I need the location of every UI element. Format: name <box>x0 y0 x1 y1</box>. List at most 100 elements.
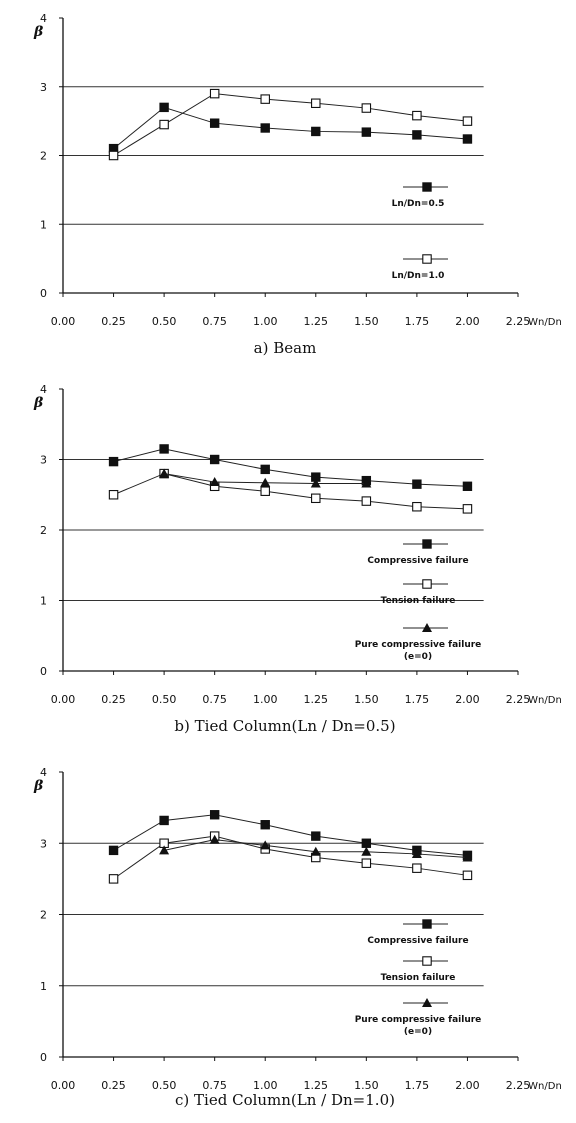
panel-caption: b) Tied Column(Ln / Dn=0.5) <box>174 717 395 735</box>
x-tick-label: 0.50 <box>152 693 177 706</box>
data-point <box>311 493 321 504</box>
y-tick-label: 1 <box>40 218 47 231</box>
y-tick-label: 4 <box>40 12 47 25</box>
series-line <box>113 448 468 487</box>
x-tick-label: 0.50 <box>152 315 177 328</box>
legend-label: Ln/Dn=1.0 <box>392 271 445 281</box>
data-point <box>361 858 372 868</box>
chart-panel-2: 0 1 2 3 4 0.00 0.25 0.50 0.75 1.00 1.25 1.50 1.75 2.0… <box>33 383 562 735</box>
legend-label: Tension failure <box>381 596 456 606</box>
x-tick-label: 1.00 <box>253 315 278 328</box>
x-tick-label: 0.25 <box>101 693 126 706</box>
data-point <box>462 116 473 126</box>
y-axis-label: β <box>33 24 44 40</box>
legend-entry-1: Compressive failure <box>367 919 469 946</box>
legend-entry-2: Tension failure <box>381 956 455 983</box>
x-tick-label: 1.25 <box>304 1079 329 1092</box>
panel-caption: c) Tied Column(Ln / Dn=1.0) <box>175 1091 395 1109</box>
data-point <box>260 464 270 475</box>
x-tick-label: 2.00 <box>455 1079 480 1092</box>
data-point <box>310 846 321 856</box>
data-point <box>412 110 422 121</box>
chart-panel-3: 0 1 2 3 4 0.00 0.25 0.50 0.75 1.00 1.25 1.50 1.75 2.0… <box>33 766 562 1109</box>
x-tick-label: 0.75 <box>202 315 227 328</box>
data-point <box>412 863 422 873</box>
y-tick-label: 0 <box>40 287 47 300</box>
data-point <box>260 486 270 496</box>
data-point <box>411 848 422 858</box>
data-point <box>361 838 372 848</box>
data-point <box>108 874 119 884</box>
x-tick-label: 0.25 <box>101 315 126 328</box>
y-tick-label: 3 <box>40 81 47 94</box>
x-axis-label: Wn/Dn <box>528 317 562 328</box>
series-line <box>113 814 468 856</box>
x-tick-label: 2.25 <box>506 1079 531 1092</box>
legend-label: Compressive failure <box>367 936 468 946</box>
data-point <box>260 840 271 850</box>
x-tick-label: 2.25 <box>506 315 531 328</box>
data-point <box>209 454 220 465</box>
data-point <box>422 623 432 632</box>
legend-label: Compressive failure <box>367 556 468 566</box>
data-point <box>422 182 432 192</box>
x-tick-label: 2.25 <box>506 693 531 706</box>
legend-entry-3: Pure compressive failure (e=0) <box>355 998 482 1037</box>
x-tick-label: 1.75 <box>405 315 430 328</box>
data-point <box>361 846 372 856</box>
data-point <box>462 852 473 862</box>
x-tick-label: 1.25 <box>304 693 329 706</box>
data-point <box>209 477 220 487</box>
x-tick-label: 2.00 <box>455 693 480 706</box>
data-point <box>108 150 119 161</box>
y-tick-label: 3 <box>40 837 47 850</box>
y-tick-label: 0 <box>40 1051 47 1064</box>
data-point <box>412 130 422 140</box>
data-point <box>422 919 432 929</box>
y-tick-label: 4 <box>40 383 47 396</box>
x-tick-label: 0.50 <box>152 1079 177 1092</box>
x-tick-label: 0.25 <box>101 1079 126 1092</box>
y-tick-label: 2 <box>40 909 47 922</box>
series-1 <box>108 444 473 491</box>
data-point <box>361 103 372 113</box>
legend-label: Pure compressive failure <box>355 1015 482 1025</box>
data-point <box>311 831 321 841</box>
data-point <box>412 479 422 489</box>
series-2 <box>108 88 473 161</box>
x-axis-label: Wn/Dn <box>528 695 562 706</box>
data-point <box>260 477 271 487</box>
x-tick-label: 1.00 <box>253 1079 278 1092</box>
panel-caption: a) Beam <box>254 339 317 357</box>
x-tick-label: 1.50 <box>354 693 379 706</box>
chart-panel-1: 0 1 2 3 4 0.00 0.25 0.50 0.75 1.00 1.25 1.50 1.75 2.0… <box>33 12 562 357</box>
x-tick-label: 0.00 <box>51 1079 76 1092</box>
data-point <box>209 88 220 99</box>
data-point <box>422 956 432 966</box>
data-point <box>311 126 321 137</box>
legend-entry-2: Tension failure <box>381 579 456 606</box>
x-tick-label: 1.75 <box>405 1079 430 1092</box>
data-point <box>209 810 220 820</box>
x-tick-label: 0.00 <box>51 315 76 328</box>
data-point <box>361 478 372 488</box>
data-point <box>412 501 422 512</box>
y-axis-label: β <box>33 395 44 411</box>
x-tick-label: 1.50 <box>354 1079 379 1092</box>
series-3 <box>159 834 473 862</box>
data-point <box>260 820 270 830</box>
data-point <box>422 254 432 264</box>
x-tick-label: 0.75 <box>202 693 227 706</box>
y-tick-label: 1 <box>40 595 47 608</box>
y-tick-label: 1 <box>40 980 47 993</box>
data-point <box>462 870 473 881</box>
data-point <box>159 468 170 478</box>
data-point <box>108 845 119 856</box>
x-tick-label: 1.25 <box>304 315 329 328</box>
x-tick-label: 1.00 <box>253 693 278 706</box>
data-point <box>108 489 119 500</box>
data-point <box>159 119 169 130</box>
data-point <box>422 998 432 1007</box>
data-point <box>422 539 432 549</box>
